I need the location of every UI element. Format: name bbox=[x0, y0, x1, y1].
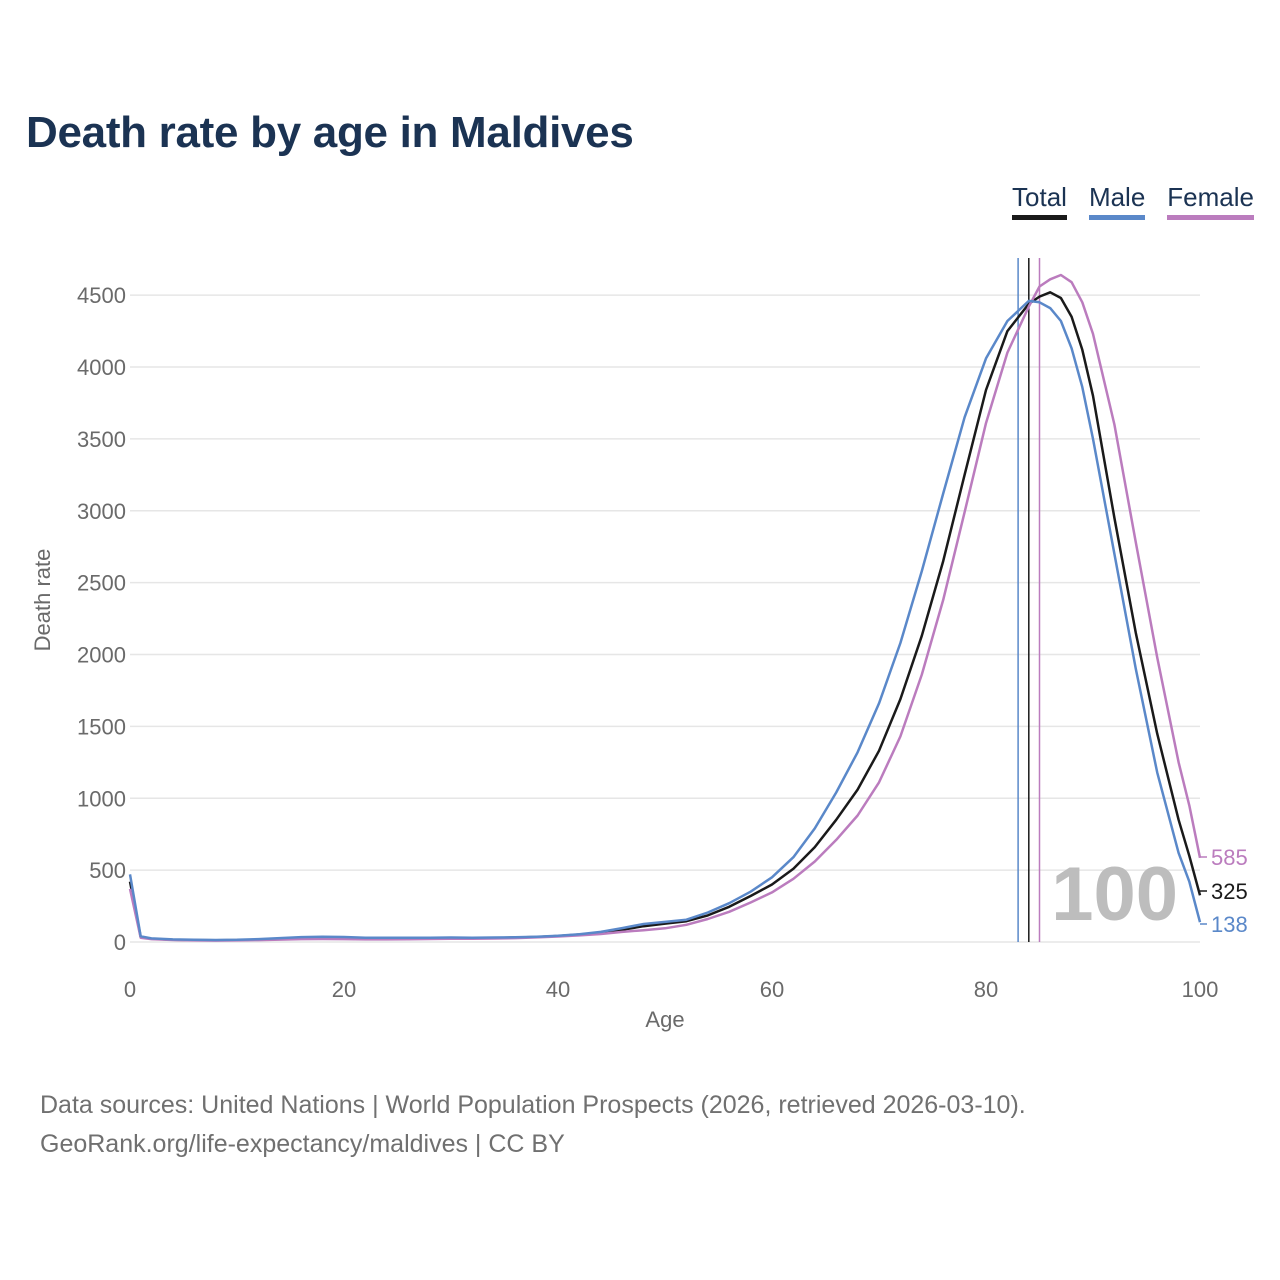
watermark-year: 100 bbox=[1051, 852, 1178, 937]
end-label-total: 325 bbox=[1211, 879, 1248, 904]
x-axis-title: Age bbox=[645, 1007, 684, 1032]
legend-male[interactable]: Male bbox=[1088, 182, 1146, 220]
grid-lines bbox=[130, 294, 1200, 943]
x-tick-40: 40 bbox=[546, 977, 570, 1002]
source-line-1: Data sources: United Nations | World Pop… bbox=[40, 1091, 1026, 1119]
y-tick-labels: 0 500 1000 1500 2000 2500 3000 3500 4000 4500 bbox=[77, 283, 126, 955]
series-lines bbox=[128, 273, 1202, 942]
x-tick-80: 80 bbox=[974, 977, 998, 1002]
x-tick-20: 20 bbox=[332, 977, 356, 1002]
y-tick-2000: 2000 bbox=[77, 643, 126, 668]
legend: Total Male Female bbox=[1012, 182, 1254, 220]
legend-female[interactable]: Female bbox=[1167, 182, 1254, 220]
y-tick-1500: 1500 bbox=[77, 714, 126, 739]
end-labels: 325 138 585 bbox=[1200, 845, 1248, 937]
x-tick-100: 100 bbox=[1182, 977, 1219, 1002]
y-tick-500: 500 bbox=[89, 858, 126, 883]
end-label-male: 138 bbox=[1211, 912, 1248, 937]
y-tick-0: 0 bbox=[114, 930, 126, 955]
series-line-male[interactable] bbox=[128, 299, 1202, 942]
series-line-female[interactable] bbox=[128, 273, 1202, 942]
y-tick-4500: 4500 bbox=[77, 283, 126, 308]
x-tick-labels: 0 20 40 60 80 100 bbox=[124, 977, 1218, 1002]
y-tick-1000: 1000 bbox=[77, 786, 126, 811]
y-tick-4000: 4000 bbox=[77, 355, 126, 380]
chart-title: Death rate by age in Maldives bbox=[26, 108, 634, 157]
age-markers bbox=[1017, 258, 1041, 942]
end-label-female: 585 bbox=[1211, 845, 1248, 870]
x-tick-60: 60 bbox=[760, 977, 784, 1002]
legend-total[interactable]: Total bbox=[1012, 182, 1067, 220]
y-tick-3500: 3500 bbox=[77, 427, 126, 452]
y-tick-2500: 2500 bbox=[77, 571, 126, 596]
chart-canvas: 100 050010001500200025003000350040004500… bbox=[30, 258, 1248, 1032]
source-line-2[interactable]: GeoRank.org/life-expectancy/maldives | C… bbox=[40, 1130, 565, 1158]
y-axis-title: Death rate bbox=[30, 549, 55, 652]
x-tick-0: 0 bbox=[124, 977, 136, 1002]
source-note: Data sources: United Nations | World Pop… bbox=[40, 1086, 1026, 1164]
y-tick-3000: 3000 bbox=[77, 499, 126, 524]
